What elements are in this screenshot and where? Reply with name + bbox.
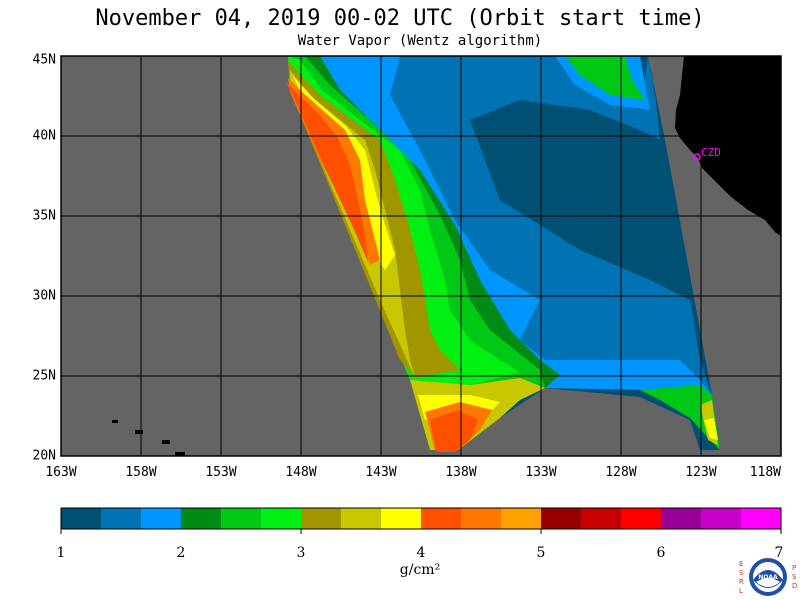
- page-subtitle: Water Vapor (Wentz algorithm): [297, 33, 543, 49]
- logo-letter-s: S: [739, 569, 744, 577]
- colorbar-segment: [381, 508, 422, 529]
- colorbar-segment: [61, 508, 102, 529]
- lon-label-128w: 128W: [605, 465, 636, 480]
- colorbar-segment: [541, 508, 582, 529]
- colorbar-frame: [60, 507, 782, 530]
- colorbar-label-2: 2: [177, 545, 186, 561]
- colorbar-label-5: 5: [537, 545, 546, 561]
- swath-band-red-orange: [286, 82, 368, 262]
- logo-letter-r: R: [739, 578, 744, 586]
- colorbar-segment: [421, 508, 462, 529]
- longitude-labels: 163W 158W 153W 148W 143W 138W 133W 128W …: [45, 465, 781, 480]
- lat-label-20n: 20N: [33, 449, 56, 464]
- colorbar: [60, 507, 782, 534]
- map-grid: [61, 56, 781, 456]
- colorbar-segment: [141, 508, 182, 529]
- lon-label-118w: 118W: [750, 465, 781, 480]
- colorbar-units: g/cm²: [399, 562, 441, 578]
- satellite-swath: [286, 56, 720, 452]
- logo-letter-d: D: [792, 582, 797, 590]
- lon-label-153w: 153W: [205, 465, 236, 480]
- swath-south-red: [430, 410, 478, 452]
- lat-label-30n: 30N: [33, 289, 56, 304]
- lon-label-133w: 133W: [525, 465, 556, 480]
- lat-label-45n: 45N: [33, 53, 56, 68]
- colorbar-label-1: 1: [57, 545, 66, 561]
- map-frame: [60, 55, 782, 457]
- logo-letter-s2: S: [792, 573, 797, 581]
- colorbar-segment: [301, 508, 342, 529]
- colorbar-segment: [741, 508, 782, 529]
- lat-label-25n: 25N: [33, 369, 56, 384]
- lon-label-148w: 148W: [285, 465, 316, 480]
- lon-label-158w: 158W: [125, 465, 156, 480]
- colorbar-label-7: 7: [775, 545, 784, 561]
- lon-label-138w: 138W: [445, 465, 476, 480]
- page-title: November 04, 2019 00-02 UTC (Orbit start…: [95, 6, 705, 31]
- colorbar-segment: [701, 508, 742, 529]
- colorbar-segment: [461, 508, 502, 529]
- colorbar-segment: [101, 508, 142, 529]
- station-label: CZD: [701, 146, 721, 159]
- colorbar-label-3: 3: [297, 545, 306, 561]
- hawaii-islands: [112, 420, 185, 456]
- latitude-labels: 20N 25N 30N 35N 40N 45N: [33, 53, 56, 464]
- colorbar-tick-labels: 1 2 3 4 5 6 7: [57, 545, 784, 561]
- colorbar-segment: [621, 508, 662, 529]
- colorbar-segment: [221, 508, 262, 529]
- colorbar-segment: [581, 508, 622, 529]
- lon-label-163w: 163W: [45, 465, 76, 480]
- swath-se-yellow: [704, 418, 718, 440]
- lon-label-123w: 123W: [685, 465, 716, 480]
- logo-letter-p: P: [792, 564, 796, 572]
- colorbar-segment: [341, 508, 382, 529]
- colorbar-segment: [181, 508, 222, 529]
- colorbar-label-4: 4: [417, 545, 426, 561]
- station-icon: [693, 153, 701, 161]
- logo-letter-e: E: [739, 560, 743, 568]
- lat-label-40n: 40N: [33, 129, 56, 144]
- swath-band-green-north: [565, 56, 645, 100]
- lat-label-35n: 35N: [33, 209, 56, 224]
- noaa-logo: E S R L P S D NOAA: [739, 558, 797, 596]
- swath-se-green: [640, 385, 720, 450]
- station-marker: CZD: [693, 146, 721, 161]
- logo-letter-l: L: [739, 587, 743, 595]
- colorbar-segment: [661, 508, 702, 529]
- lon-label-143w: 143W: [365, 465, 396, 480]
- colorbar-segment: [261, 508, 302, 529]
- colorbar-label-6: 6: [657, 545, 666, 561]
- colorbar-segment: [501, 508, 542, 529]
- logo-center-text: NOAA: [758, 574, 778, 581]
